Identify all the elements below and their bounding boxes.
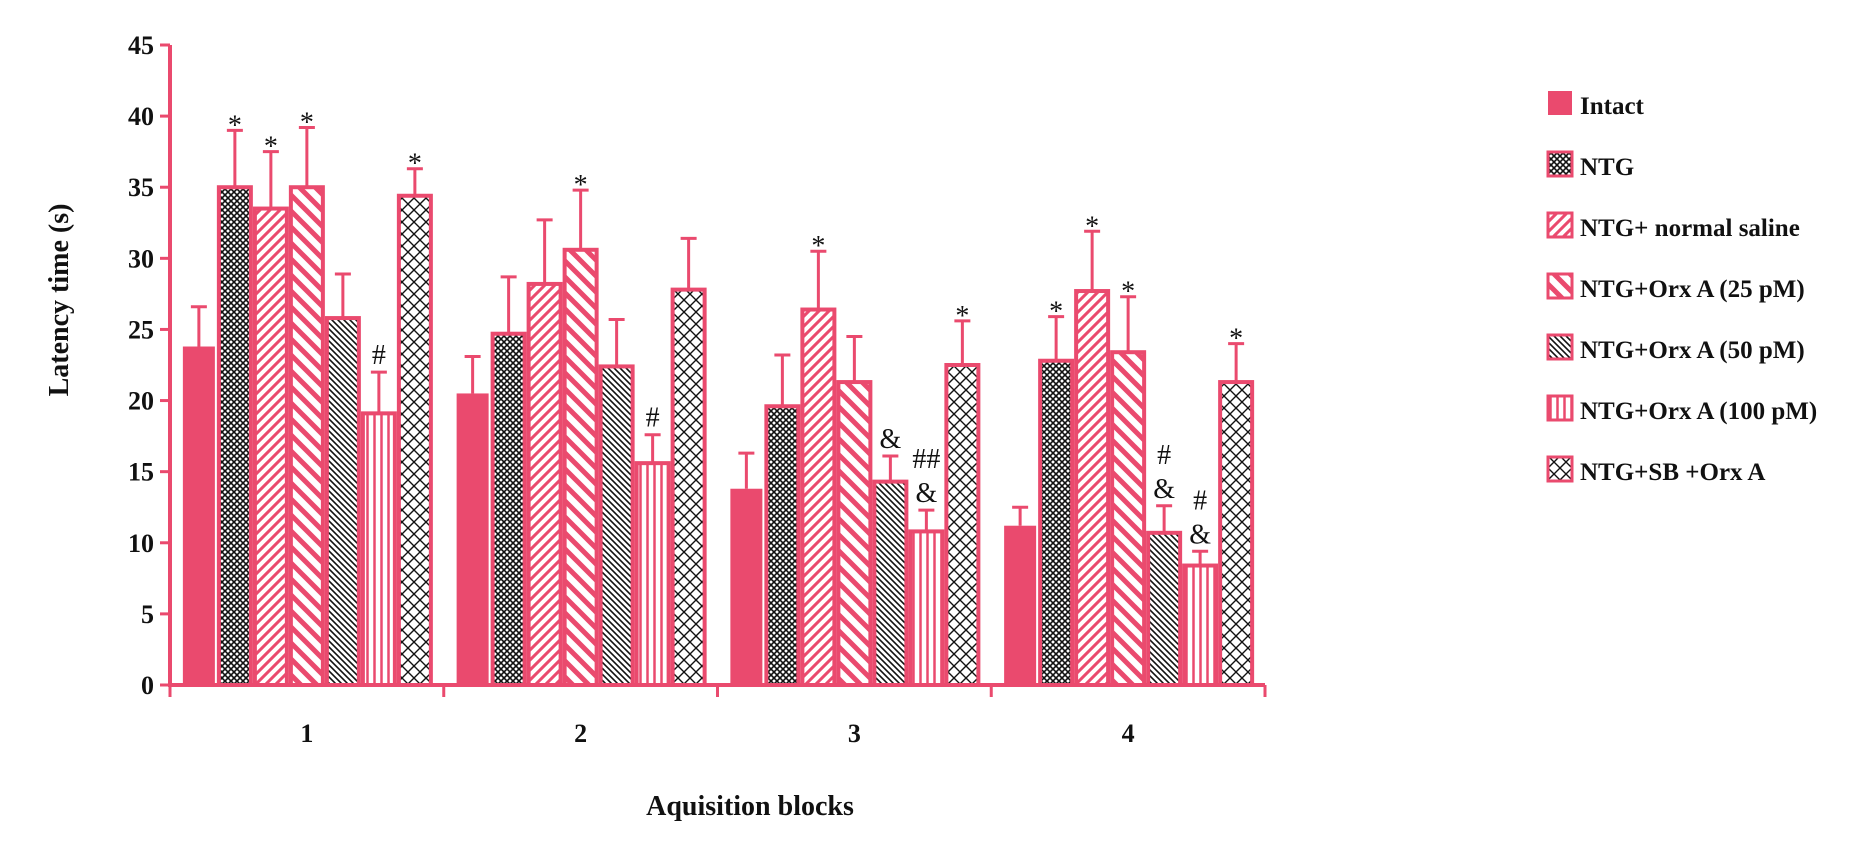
legend-swatch [1546, 455, 1574, 483]
bar-2-series-5 [598, 364, 635, 687]
y-tick-label: 45 [128, 31, 154, 60]
legend-item: NTG+SB +Orx A [1546, 455, 1765, 486]
y-tick-label: 15 [128, 458, 154, 487]
bar-4-series-3 [1074, 289, 1111, 687]
x-tick-label: 4 [1122, 719, 1135, 748]
y-tick-label: 35 [128, 173, 154, 202]
legend-swatch [1548, 91, 1572, 115]
annotation-label: * [264, 132, 278, 163]
bar-2-series-6 [634, 461, 671, 687]
annotation-label: # [1193, 485, 1207, 516]
bar-1-series-4 [288, 185, 325, 687]
legend-label: NTG [1580, 154, 1634, 181]
x-axis-title: Aquisition blocks [646, 791, 854, 822]
bar-2-series-4 [562, 247, 599, 688]
bar-1-series-1 [182, 346, 215, 685]
bar-3-series-6 [908, 529, 945, 688]
bar-2-series-1 [456, 393, 489, 685]
y-axis-title: Latency time (s) [44, 204, 75, 397]
legend-item: NTG [1546, 150, 1634, 181]
x-tick-label: 2 [574, 719, 587, 748]
legend-item: NTG+Orx A (100 pM) [1546, 394, 1817, 425]
annotations-layer: ***#**#*&##&* ***#& #&* [228, 107, 1243, 550]
annotation-label: * [300, 107, 314, 138]
bar-4-series-5 [1146, 530, 1183, 687]
legend-swatch [1546, 333, 1574, 361]
legend-item: NTG+Orx A (50 pM) [1546, 333, 1805, 364]
bar-3-series-1 [730, 488, 763, 685]
annotation-label: # [372, 340, 386, 371]
legend-label: NTG+Orx A (100 pM) [1580, 398, 1817, 425]
legend-item: NTG+ normal saline [1546, 211, 1800, 242]
legend-swatch [1546, 272, 1574, 300]
annotation-label: * [228, 110, 242, 141]
bar-2-series-7 [670, 287, 707, 687]
x-tick-label: 1 [300, 719, 313, 748]
bar-1-series-5 [324, 316, 361, 687]
bar-1-series-3 [252, 206, 289, 688]
annotation-label: * [1085, 211, 1099, 242]
legend-label: NTG+Orx A (25 pM) [1580, 276, 1805, 303]
legend-swatch [1546, 150, 1574, 178]
annotation-label: * [1121, 277, 1135, 308]
annotation-label: * [1229, 324, 1243, 355]
y-tick-label: 30 [128, 244, 154, 273]
axes-layer: 0 5 10 15 20 25 30 35 40 45 1 2 3 4 [128, 31, 1267, 748]
bar-4-series-6 [1182, 563, 1219, 687]
bars-layer [182, 185, 1255, 688]
bar-3-series-3 [800, 307, 837, 687]
legend-label: NTG+ normal saline [1580, 215, 1800, 242]
error-bars-layer [190, 125, 1245, 566]
y-tick-label: 10 [128, 529, 154, 558]
annotation-label: ## [912, 444, 940, 475]
bar-3-series-2 [764, 404, 801, 687]
y-tick-label: 5 [141, 600, 154, 629]
bar-4-series-1 [1004, 525, 1037, 685]
annotation-label: # [1157, 440, 1171, 471]
annotation-label: * [955, 301, 969, 332]
legend-item: NTG+Orx A (25 pM) [1546, 272, 1805, 303]
bar-1-series-6 [360, 411, 397, 687]
x-tick-label: 3 [848, 719, 861, 748]
legend-label: NTG+Orx A (50 pM) [1580, 337, 1805, 364]
y-tick-label: 25 [128, 315, 154, 344]
bar-2-series-2 [490, 331, 527, 687]
bar-3-series-7 [944, 363, 981, 687]
legend-swatch [1546, 211, 1574, 239]
annotation-label: & [879, 424, 901, 455]
annotation-label: * [1049, 297, 1063, 328]
legend-item: Intact [1548, 91, 1645, 120]
legend-label: Intact [1580, 93, 1645, 120]
annotation-label: # [646, 403, 660, 434]
bar-3-series-4 [836, 380, 873, 687]
y-tick-label: 20 [128, 387, 154, 416]
bar-1-series-2 [216, 185, 253, 687]
bar-4-series-7 [1218, 380, 1255, 687]
annotation-label: & [915, 478, 937, 509]
annotation-label: & [1153, 474, 1175, 505]
bar-2-series-3 [526, 281, 563, 687]
legend: Intact NTG NTG+ normal saline NTG+Orx A (25… [1546, 91, 1817, 486]
annotation-label: * [811, 231, 825, 262]
bar-1-series-7 [396, 193, 433, 687]
y-tick-label: 0 [141, 671, 154, 700]
bar-3-series-5 [872, 479, 909, 687]
annotation-label: * [574, 170, 588, 201]
y-tick-label: 40 [128, 102, 154, 131]
annotation-label: * [408, 149, 422, 180]
annotation-label: & [1189, 519, 1211, 550]
legend-label: NTG+SB +Orx A [1580, 459, 1765, 486]
bar-4-series-4 [1110, 350, 1147, 687]
bar-4-series-2 [1038, 358, 1075, 687]
legend-swatch [1546, 394, 1574, 422]
